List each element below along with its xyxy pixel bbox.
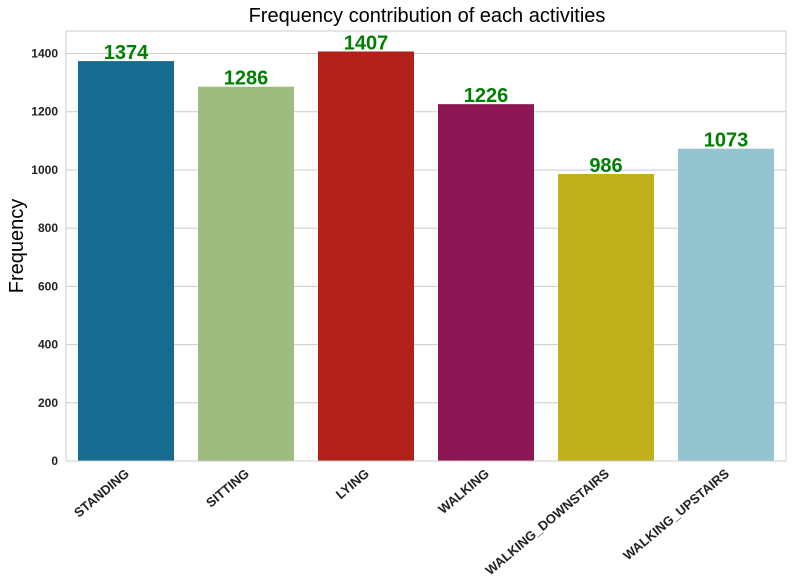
data-label: 986: [589, 155, 622, 177]
y-tick-label: 400: [38, 338, 58, 352]
data-label: 1073: [704, 130, 749, 152]
data-label: 1286: [224, 68, 269, 90]
x-tick-label: WALKING: [435, 466, 492, 517]
plot-frame: [65, 30, 787, 462]
y-tick-label: 800: [38, 221, 58, 235]
y-tick-label: 1000: [31, 163, 58, 177]
x-tick-label: LYING: [333, 466, 372, 502]
x-tick-label: SITTING: [203, 466, 252, 510]
y-tick-label: 1200: [31, 105, 58, 119]
x-tick-label: STANDING: [71, 466, 132, 521]
grid-lines: [66, 53, 786, 462]
x-tick-label: WALKING_UPSTAIRS: [620, 466, 732, 563]
x-tick-label: WALKING_DOWNSTAIRS: [482, 466, 612, 578]
data-labels: 1374 1286 1407 1226 986 1073: [104, 32, 749, 177]
bars: [78, 51, 774, 462]
data-label: 1226: [464, 85, 509, 107]
data-label: 1374: [104, 42, 149, 64]
data-label: 1407: [344, 32, 389, 54]
bar: [678, 148, 774, 461]
bar: [198, 86, 294, 462]
bar: [558, 174, 654, 461]
bar: [438, 104, 534, 461]
x-tick-labels: STANDING SITTING LYING WALKINGWALKING_DOWNS…: [71, 466, 732, 578]
chart-title: Frequency contribution of each activitie…: [249, 5, 606, 27]
bar: [318, 51, 414, 461]
y-axis-label: Frequency: [6, 199, 28, 294]
y-tick-label: 0: [51, 454, 58, 468]
bar: [78, 61, 174, 461]
y-tick-label: 200: [38, 396, 58, 410]
y-tick-labels: 0 200 400 600 800 1000 1200 1400: [31, 47, 58, 468]
y-tick-label: 600: [38, 279, 58, 293]
y-tick-label: 1400: [31, 47, 58, 61]
